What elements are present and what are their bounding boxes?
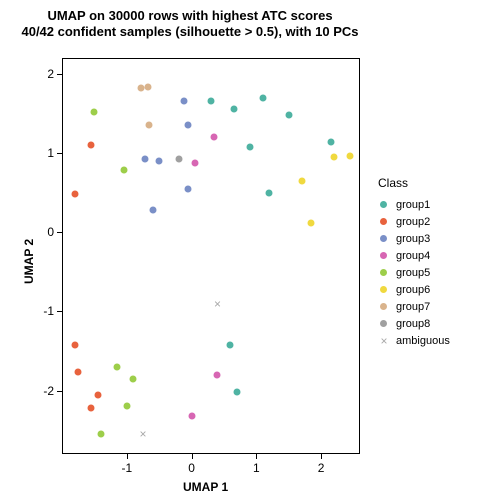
scatter-point	[191, 159, 198, 166]
y-tick-mark	[57, 74, 62, 75]
legend-swatch-dot	[380, 286, 387, 293]
title-line-2: 40/42 confident samples (silhouette > 0.…	[0, 24, 380, 40]
legend-swatch-dot	[380, 235, 387, 242]
scatter-point	[156, 157, 163, 164]
scatter-point	[75, 368, 82, 375]
legend-title: Class	[378, 176, 450, 190]
x-tick-mark	[192, 454, 193, 459]
legend-item: × ambiguous	[378, 332, 450, 349]
legend-swatch-cross: ×	[378, 334, 390, 348]
legend-swatch-dot	[380, 303, 387, 310]
legend-label: group6	[396, 284, 430, 296]
scatter-point	[331, 154, 338, 161]
scatter-point	[327, 138, 334, 145]
legend-label: group4	[396, 250, 430, 262]
legend-swatch-dot	[380, 201, 387, 208]
x-tick-label: 1	[253, 461, 260, 475]
scatter-point	[259, 94, 266, 101]
scatter-point	[208, 97, 215, 104]
scatter-point	[185, 185, 192, 192]
y-tick-label: -2	[24, 384, 54, 398]
scatter-point	[180, 97, 187, 104]
y-tick-mark	[57, 153, 62, 154]
legend-swatch-dot	[380, 252, 387, 259]
title-line-1: UMAP on 30000 rows with highest ATC scor…	[0, 8, 380, 24]
scatter-point	[71, 341, 78, 348]
legend-label: group8	[396, 318, 430, 330]
scatter-point	[91, 108, 98, 115]
scatter-point	[88, 405, 95, 412]
scatter-point	[188, 412, 195, 419]
y-tick-label: 0	[24, 225, 54, 239]
scatter-point	[266, 189, 273, 196]
x-tick-label: 2	[318, 461, 325, 475]
x-tick-mark	[127, 454, 128, 459]
scatter-point	[94, 391, 101, 398]
y-tick-mark	[57, 391, 62, 392]
legend-label: group5	[396, 267, 430, 279]
legend-swatch-dot	[380, 269, 387, 276]
legend-swatch-dot	[380, 320, 387, 327]
legend-item: group5	[378, 264, 450, 281]
legend-item: group4	[378, 247, 450, 264]
scatter-point	[114, 363, 121, 370]
y-tick-label: 1	[24, 146, 54, 160]
scatter-point-ambiguous: ×	[214, 298, 221, 310]
scatter-point	[211, 134, 218, 141]
legend-swatch-dot	[380, 218, 387, 225]
x-axis-label: UMAP 1	[183, 480, 228, 494]
y-tick-mark	[57, 232, 62, 233]
x-tick-label: 0	[188, 461, 195, 475]
legend-item: group3	[378, 230, 450, 247]
x-tick-mark	[321, 454, 322, 459]
plot-area	[62, 58, 360, 454]
scatter-point	[285, 112, 292, 119]
x-tick-mark	[256, 454, 257, 459]
legend-label: group2	[396, 216, 430, 228]
scatter-point	[149, 207, 156, 214]
scatter-point-ambiguous: ×	[139, 428, 146, 440]
scatter-point	[246, 143, 253, 150]
scatter-point	[347, 153, 354, 160]
scatter-point	[233, 389, 240, 396]
y-tick-label: 2	[24, 67, 54, 81]
y-tick-mark	[57, 311, 62, 312]
scatter-point	[141, 156, 148, 163]
legend-label: group7	[396, 301, 430, 313]
y-tick-label: -1	[24, 304, 54, 318]
scatter-point	[71, 191, 78, 198]
legend-items: group1 group2 group3 group4 group5 group6 grou…	[378, 196, 450, 349]
legend: Class group1group2group3group4group5grou…	[378, 176, 450, 349]
scatter-point	[298, 177, 305, 184]
scatter-point	[144, 83, 151, 90]
scatter-point	[130, 375, 137, 382]
x-tick-label: -1	[121, 461, 132, 475]
scatter-point	[123, 403, 130, 410]
legend-item: group2	[378, 213, 450, 230]
legend-label: ambiguous	[396, 335, 450, 347]
scatter-point	[214, 371, 221, 378]
scatter-point	[185, 122, 192, 129]
scatter-point	[88, 142, 95, 149]
scatter-point	[227, 341, 234, 348]
legend-item: group7	[378, 298, 450, 315]
scatter-point	[97, 431, 104, 438]
chart-title: UMAP on 30000 rows with highest ATC scor…	[0, 8, 380, 39]
legend-item: group6	[378, 281, 450, 298]
scatter-point	[230, 106, 237, 113]
legend-item: group8	[378, 315, 450, 332]
legend-item: group1	[378, 196, 450, 213]
y-axis-label: UMAP 2	[22, 239, 36, 284]
legend-label: group1	[396, 199, 430, 211]
scatter-point	[308, 219, 315, 226]
scatter-point	[120, 167, 127, 174]
scatter-point	[146, 121, 153, 128]
legend-label: group3	[396, 233, 430, 245]
scatter-point	[175, 156, 182, 163]
figure: UMAP on 30000 rows with highest ATC scor…	[0, 0, 504, 504]
